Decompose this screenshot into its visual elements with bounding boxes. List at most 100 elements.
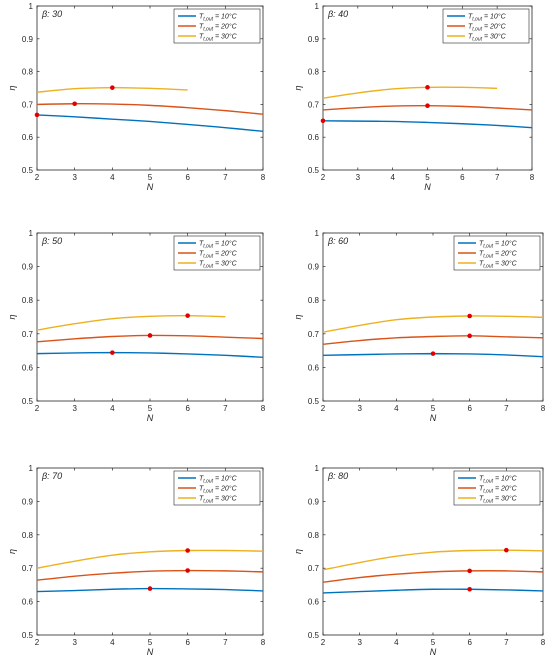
- y-tick-label: 0.6: [22, 363, 34, 372]
- y-tick-label: 0.8: [22, 296, 34, 305]
- legend-entry-1: Tt,out = 10°C: [199, 475, 238, 485]
- y-tick-label: 1: [29, 229, 34, 238]
- optimum-marker-2: [72, 101, 77, 107]
- legend-entry-2: Tt,out = 20°C: [468, 23, 507, 33]
- y-tick-label: 1: [315, 229, 320, 238]
- x-tick-label: 7: [223, 404, 228, 413]
- x-tick-label: 6: [185, 173, 190, 182]
- legend: Tt,out = 10°CTt,out = 20°CTt,out = 30°C: [453, 470, 541, 506]
- y-tick-label: 0.8: [22, 68, 34, 77]
- optimum-marker-1: [467, 586, 472, 592]
- series-line-1: [322, 120, 533, 129]
- series-line-3: [36, 549, 264, 569]
- x-tick-label: 4: [394, 404, 399, 413]
- x-tick-label: 7: [504, 638, 509, 647]
- y-tick-label: 0.5: [22, 397, 34, 406]
- y-tick-label: 0.6: [308, 363, 320, 372]
- x-tick-label: 8: [541, 404, 546, 413]
- x-tick-label: 4: [390, 173, 395, 182]
- chart-panel-4: 2 3 4 5 6 7 8 0.5 0.6 0.7 0.8 0.9 1 Nη β: 60 Tt,out = 1…: [293, 229, 546, 423]
- series-line-1: [322, 588, 544, 594]
- y-axis-label: η: [293, 86, 303, 91]
- legend-entry-2: Tt,out = 20°C: [479, 250, 518, 260]
- legend-entry-3: Tt,out = 30°C: [199, 260, 238, 270]
- x-tick-label: 4: [110, 173, 115, 182]
- series-line-2: [322, 335, 544, 345]
- x-axis-label: N: [147, 182, 154, 192]
- legend: Tt,out = 10°CTt,out = 20°CTt,out = 30°C: [453, 235, 541, 271]
- legend-entry-1: Tt,out = 10°C: [479, 240, 518, 250]
- legend-entry-3: Tt,out = 30°C: [199, 33, 238, 43]
- x-tick-label: 4: [110, 404, 115, 413]
- y-axis-label: η: [293, 549, 303, 554]
- y-axis-label: η: [7, 315, 17, 320]
- x-axis-label: N: [424, 182, 431, 192]
- y-tick-label: 0.9: [22, 35, 34, 44]
- series-line-3: [322, 315, 544, 333]
- y-axis-label: η: [293, 315, 303, 320]
- x-tick-label: 8: [541, 638, 546, 647]
- optimum-marker-2: [147, 333, 153, 338]
- legend: Tt,out = 10°CTt,out = 20°CTt,out = 30°C: [173, 470, 261, 506]
- x-tick-label: 2: [321, 404, 326, 413]
- y-tick-label: 0.7: [22, 330, 34, 339]
- y-tick-label: 1: [29, 464, 34, 473]
- y-tick-label: 0.7: [22, 100, 34, 109]
- legend-entry-3: Tt,out = 30°C: [479, 495, 518, 505]
- series-line-3: [36, 314, 226, 331]
- y-tick-label: 0.5: [22, 166, 34, 175]
- x-tick-label: 3: [72, 173, 77, 182]
- optimum-marker-3: [185, 313, 190, 318]
- chart-panel-2: 2 3 4 5 6 7 8 0.5 0.6 0.7 0.8 0.9 1 Nη β: 40 Tt,out = 1…: [293, 2, 535, 192]
- x-axis-label: N: [430, 647, 437, 657]
- x-tick-label: 7: [223, 173, 228, 182]
- y-tick-label: 0.5: [22, 631, 34, 640]
- series-line-2: [36, 569, 264, 581]
- optimum-marker-1: [34, 112, 40, 118]
- y-tick-label: 0.9: [22, 263, 34, 272]
- y-tick-label: 0.7: [22, 564, 34, 573]
- y-tick-label: 0.7: [308, 330, 320, 339]
- y-tick-label: 0.7: [308, 100, 320, 109]
- y-tick-label: 0.8: [308, 296, 320, 305]
- y-tick-label: 0.8: [308, 531, 320, 540]
- x-tick-label: 3: [357, 404, 362, 413]
- x-tick-label: 8: [530, 173, 535, 182]
- x-tick-label: 7: [504, 404, 509, 413]
- x-tick-label: 8: [261, 404, 266, 413]
- x-tick-label: 8: [261, 638, 266, 647]
- series-line-1: [36, 114, 264, 132]
- chart-panel-1: 2 3 4 5 6 7 8 0.5 0.6 0.7 0.8 0.9 1 Nη β: 30 Tt,out = 1…: [7, 2, 266, 192]
- y-tick-label: 1: [315, 464, 320, 473]
- y-tick-label: 0.6: [308, 598, 320, 607]
- x-tick-label: 5: [431, 404, 436, 413]
- legend-entry-3: Tt,out = 30°C: [468, 33, 507, 43]
- legend-entry-3: Tt,out = 30°C: [199, 495, 238, 505]
- series-line-3: [322, 86, 498, 99]
- legend-entry-2: Tt,out = 20°C: [199, 250, 238, 260]
- x-tick-label: 6: [460, 173, 465, 182]
- legend-entry-3: Tt,out = 30°C: [479, 260, 518, 270]
- y-axis-label: η: [7, 549, 17, 554]
- legend: Tt,out = 10°CTt,out = 20°CTt,out = 30°C: [173, 8, 261, 44]
- x-tick-label: 2: [321, 173, 326, 182]
- y-tick-label: 1: [29, 2, 34, 11]
- y-axis-label: η: [7, 86, 17, 91]
- x-tick-label: 3: [72, 638, 77, 647]
- optimum-marker-1: [320, 118, 326, 124]
- y-tick-label: 0.8: [22, 531, 34, 540]
- legend-entry-1: Tt,out = 10°C: [199, 240, 238, 250]
- legend-entry-2: Tt,out = 20°C: [199, 485, 238, 495]
- x-tick-label: 6: [467, 638, 472, 647]
- x-axis-label: N: [430, 413, 437, 423]
- y-tick-label: 0.9: [308, 263, 320, 272]
- x-axis-label: N: [147, 647, 154, 657]
- series-line-1: [36, 351, 264, 359]
- optimum-marker-1: [110, 350, 115, 355]
- y-tick-label: 1: [315, 2, 320, 11]
- legend-entry-1: Tt,out = 10°C: [199, 13, 238, 23]
- x-tick-label: 5: [431, 638, 436, 647]
- panel-title: β: 80: [327, 471, 348, 481]
- x-tick-label: 4: [110, 638, 115, 647]
